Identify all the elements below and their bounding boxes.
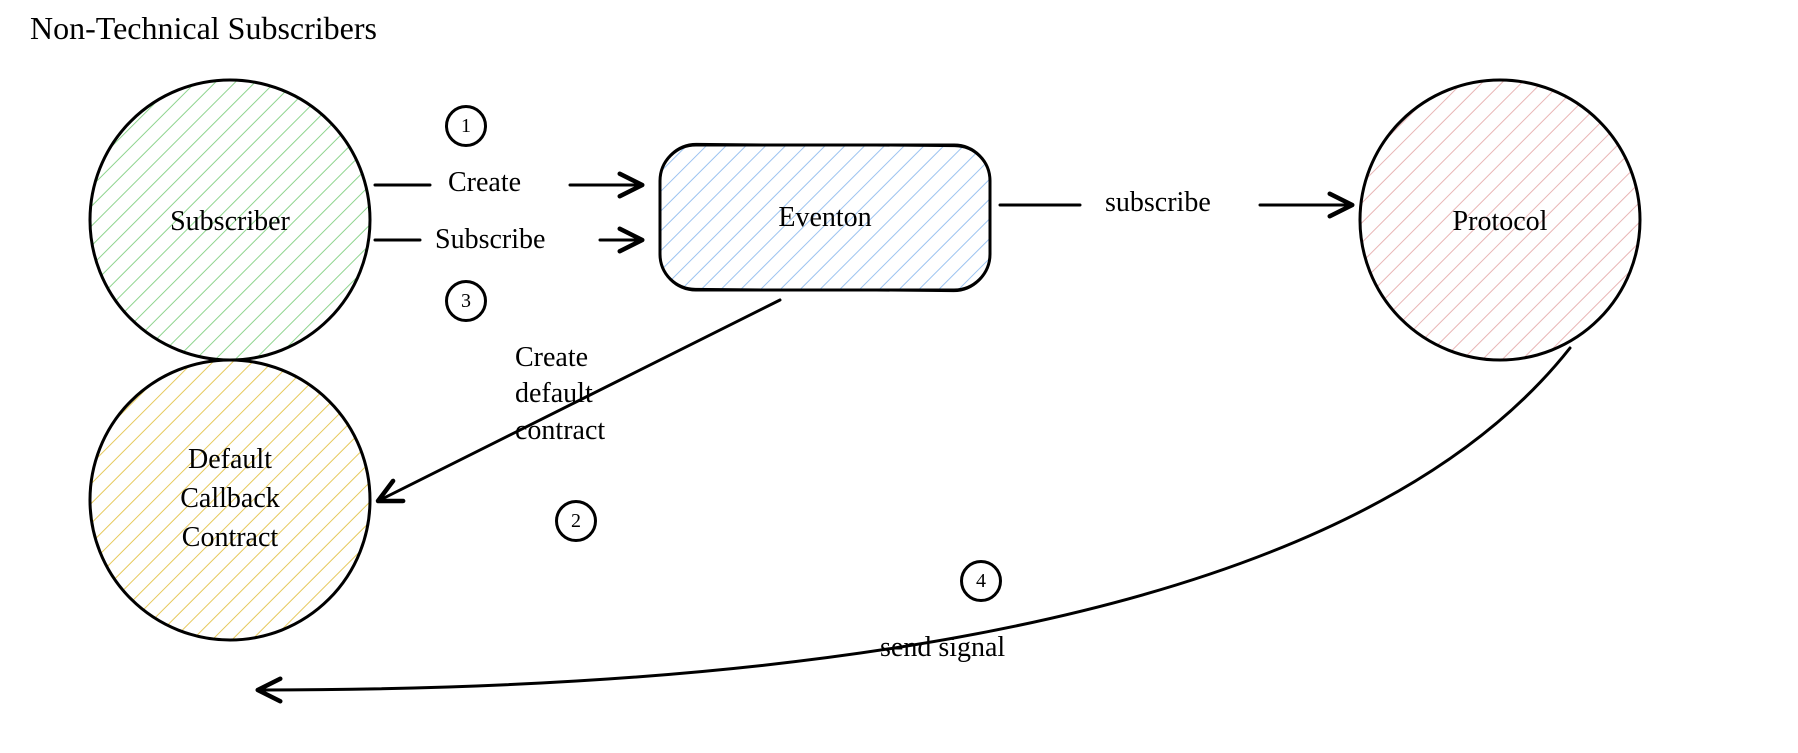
label-edge-subscribe1: Subscribe <box>435 222 545 258</box>
step-badge-1: 1 <box>445 105 487 147</box>
step-badge-2: 2 <box>555 500 597 542</box>
step-badge-3: 3 <box>445 280 487 322</box>
node-subscriber <box>88 78 371 361</box>
edge-send-signal <box>260 348 1570 690</box>
label-callback: Default Callback Contract <box>130 440 330 558</box>
diagram-title: Non-Technical Subscribers <box>30 10 377 47</box>
label-edge-create-default: Create default contract <box>515 340 605 449</box>
label-edge-subscribe2: subscribe <box>1105 185 1211 221</box>
label-subscriber: Subscriber <box>130 202 330 241</box>
edge-create-default <box>380 300 780 500</box>
label-eventon: Eventon <box>720 198 930 237</box>
diagram-svg-layer <box>0 0 1798 753</box>
node-eventon <box>659 144 990 292</box>
node-protocol <box>1359 79 1642 362</box>
label-edge-send-signal: send signal <box>880 630 1005 666</box>
label-edge-create: Create <box>448 165 521 201</box>
label-protocol: Protocol <box>1400 202 1600 241</box>
step-badge-4: 4 <box>960 560 1002 602</box>
diagram-canvas: Non-Technical Subscribers <box>0 0 1798 753</box>
node-callback <box>88 358 372 642</box>
